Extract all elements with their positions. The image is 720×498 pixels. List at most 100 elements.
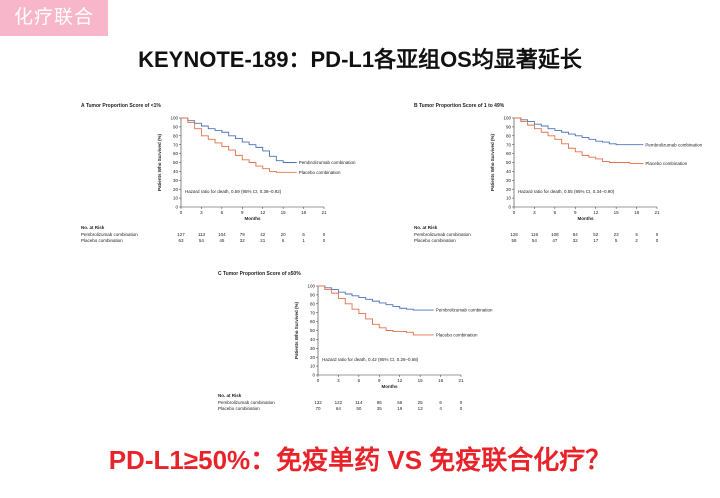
x-tick-label: 18 [301,210,307,215]
risk-value: 13 [418,406,424,411]
section-tag: 化疗联合 [0,0,108,36]
risk-row-label: Placebo combination [81,238,123,243]
survival-curve [318,285,434,336]
risk-value: 2 [635,238,638,243]
y-tick-label: 10 [506,196,512,201]
risk-value: 104 [218,232,226,237]
risk-value: 119 [531,232,539,237]
x-tick-label: 21 [321,210,327,215]
km-chart-panel-c: C Tumor Proportion Score of ≥50% Patients… [218,271,493,411]
risk-value: 58 [511,238,517,243]
series-label: Placebo combination [645,161,687,166]
x-tick-label: 0 [180,210,183,215]
risk-value: 96 [377,400,383,405]
risk-value: 5 [635,232,638,237]
risk-value: 4 [439,406,442,411]
survival-curve [181,117,297,163]
x-tick-label: 18 [438,378,444,383]
x-tick-label: 21 [654,210,660,215]
y-tick-label: 60 [310,319,316,324]
risk-value: 84 [573,232,579,237]
x-tick-label: 6 [358,378,361,383]
risk-value: 32 [240,238,246,243]
x-tick-label: 15 [418,378,424,383]
risk-value: 0 [460,406,463,411]
risk-value: 79 [240,232,246,237]
risk-row-label: Pembrolizumab combination [81,232,138,237]
risk-value: 50 [356,406,362,411]
risk-value: 5 [615,238,618,243]
survival-curve [181,117,297,173]
risk-header: No. at Risk [218,393,242,398]
y-tick-label: 60 [506,151,512,156]
risk-value: 21 [260,238,266,243]
x-axis-label: Months [382,384,398,389]
y-tick-label: 10 [310,364,316,369]
risk-value: 6 [282,238,285,243]
risk-value: 0 [323,232,326,237]
x-tick-label: 12 [593,210,599,215]
risk-value: 54 [199,238,205,243]
y-tick-label: 40 [173,169,179,174]
y-tick-label: 0 [508,205,511,210]
panel-title: B Tumor Proportion Score of 1 to 49% [414,103,505,109]
risk-value: 128 [510,232,518,237]
risk-value: 122 [335,400,343,405]
risk-value: 63 [178,238,184,243]
y-axis-label: Patients Who Survived (%) [490,133,495,191]
series-label: Pembrolizumab combination [645,142,702,147]
y-tick-label: 20 [506,187,512,192]
risk-value: 70 [315,406,321,411]
y-tick-label: 70 [506,142,512,147]
y-tick-label: 30 [506,178,512,183]
y-tick-label: 60 [173,151,179,156]
series-label: Pembrolizumab combination [299,160,356,165]
x-tick-label: 9 [241,210,244,215]
x-tick-label: 15 [281,210,287,215]
survival-curve [318,285,434,311]
risk-value: 17 [593,238,599,243]
risk-value: 52 [593,232,599,237]
x-tick-label: 6 [221,210,224,215]
y-tick-label: 0 [175,205,178,210]
x-tick-label: 3 [200,210,203,215]
x-axis-label: Months [578,216,594,221]
y-tick-label: 90 [506,125,512,130]
risk-value: 0 [460,400,463,405]
panel-title: A Tumor Proportion Score of <1% [81,103,161,109]
x-tick-label: 9 [574,210,577,215]
risk-value: 19 [397,406,403,411]
y-tick-label: 70 [310,310,316,315]
x-tick-label: 3 [533,210,536,215]
risk-value: 0 [323,238,326,243]
hazard-ratio-annotation: Hazard ratio for death, 0.42 (95% CI, 0.… [322,357,419,362]
risk-value: 35 [377,406,383,411]
panel-title: C Tumor Proportion Score of ≥50% [218,271,301,277]
risk-value: 56 [397,400,403,405]
risk-row-label: Placebo combination [218,406,260,411]
x-tick-label: 12 [260,210,266,215]
y-tick-label: 100 [170,116,178,121]
survival-curve [514,117,644,164]
series-label: Placebo combination [299,170,341,175]
x-axis-label: Months [245,216,261,221]
risk-value: 6 [302,232,305,237]
risk-row-label: Pembrolizumab combination [414,232,471,237]
risk-value: 132 [314,400,322,405]
y-tick-label: 20 [310,355,316,360]
bottom-question: PD-L1≥50%：免疫单药 VS 免疫联合化疗？ [108,445,612,475]
risk-value: 20 [281,232,287,237]
slide-title: KEYNOTE-189：PD-L1各亚组OS均显著延长 [138,47,582,72]
y-tick-label: 80 [310,301,316,306]
y-tick-label: 30 [173,178,179,183]
risk-value: 108 [551,232,559,237]
risk-value: 0 [656,238,659,243]
km-chart-panel-a: A Tumor Proportion Score of <1% Patients … [81,103,356,243]
risk-value: 23 [614,232,620,237]
y-tick-label: 20 [173,187,179,192]
x-tick-label: 18 [634,210,640,215]
y-tick-label: 80 [506,133,512,138]
y-tick-label: 10 [173,196,179,201]
risk-value: 42 [260,232,266,237]
y-tick-label: 100 [503,116,511,121]
